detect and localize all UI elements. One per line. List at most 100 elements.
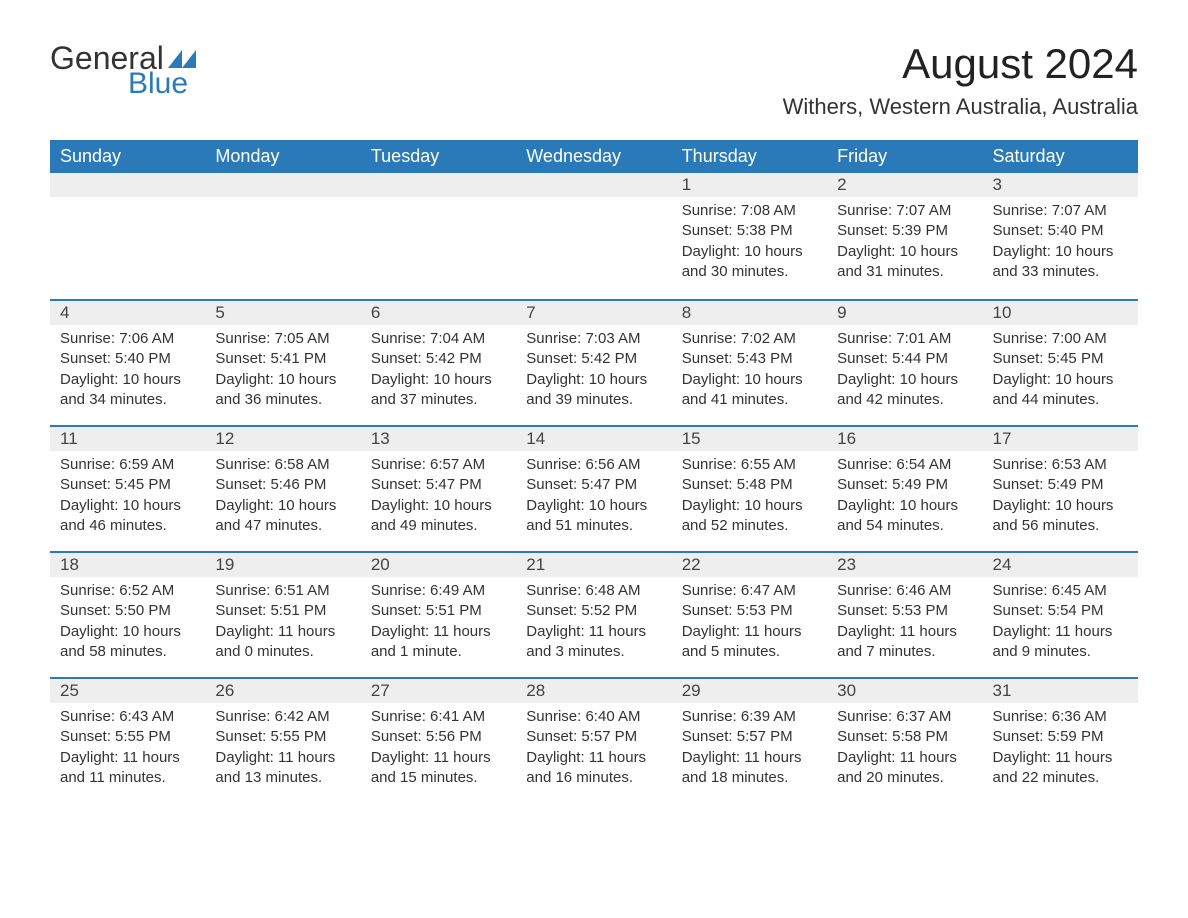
day-number: 18 (50, 551, 205, 577)
sunrise-line: Sunrise: 6:54 AM (837, 455, 972, 475)
day-cell: 8Sunrise: 7:02 AMSunset: 5:43 PMDaylight… (672, 299, 827, 425)
daylight-line: Daylight: 10 hours and 47 minutes. (215, 496, 350, 537)
day-cell: 28Sunrise: 6:40 AMSunset: 5:57 PMDayligh… (516, 677, 671, 803)
daylight-line: Daylight: 10 hours and 33 minutes. (993, 242, 1128, 283)
day-number: 17 (983, 425, 1138, 451)
sunset-line: Sunset: 5:40 PM (60, 349, 195, 369)
sunrise-line: Sunrise: 6:42 AM (215, 707, 350, 727)
sunrise-value: 7:04 AM (430, 330, 485, 347)
sunset-value: 5:51 PM (426, 602, 482, 619)
daylight-label: Daylight: (526, 497, 589, 514)
day-content: Sunrise: 6:39 AMSunset: 5:57 PMDaylight:… (672, 703, 827, 798)
day-cell: 26Sunrise: 6:42 AMSunset: 5:55 PMDayligh… (205, 677, 360, 803)
day-content: Sunrise: 6:47 AMSunset: 5:53 PMDaylight:… (672, 577, 827, 672)
daylight-line: Daylight: 11 hours and 3 minutes. (526, 622, 661, 663)
daylight-label: Daylight: (993, 371, 1056, 388)
daylight-label: Daylight: (837, 243, 900, 260)
sunset-line: Sunset: 5:55 PM (215, 727, 350, 747)
sunset-line: Sunset: 5:46 PM (215, 475, 350, 495)
week-row: 11Sunrise: 6:59 AMSunset: 5:45 PMDayligh… (50, 425, 1138, 551)
daylight-line: Daylight: 10 hours and 39 minutes. (526, 370, 661, 411)
sunset-label: Sunset: (371, 476, 426, 493)
sunrise-label: Sunrise: (837, 456, 896, 473)
sunset-line: Sunset: 5:47 PM (526, 475, 661, 495)
daylight-line: Daylight: 11 hours and 9 minutes. (993, 622, 1128, 663)
sunrise-line: Sunrise: 6:59 AM (60, 455, 195, 475)
sunset-line: Sunset: 5:53 PM (682, 601, 817, 621)
sunrise-line: Sunrise: 6:45 AM (993, 581, 1128, 601)
sunrise-line: Sunrise: 6:41 AM (371, 707, 506, 727)
daylight-line: Daylight: 10 hours and 54 minutes. (837, 496, 972, 537)
sunset-value: 5:55 PM (270, 728, 326, 745)
day-number: 15 (672, 425, 827, 451)
day-cell: 14Sunrise: 6:56 AMSunset: 5:47 PMDayligh… (516, 425, 671, 551)
day-number: 25 (50, 677, 205, 703)
sunset-value: 5:40 PM (1048, 222, 1104, 239)
sunrise-value: 6:36 AM (1052, 708, 1107, 725)
sunset-value: 5:47 PM (426, 476, 482, 493)
day-content: Sunrise: 6:58 AMSunset: 5:46 PMDaylight:… (205, 451, 360, 546)
sunset-line: Sunset: 5:38 PM (682, 221, 817, 241)
sunset-line: Sunset: 5:53 PM (837, 601, 972, 621)
sunrise-line: Sunrise: 6:46 AM (837, 581, 972, 601)
sunrise-value: 6:43 AM (119, 708, 174, 725)
day-content: Sunrise: 6:48 AMSunset: 5:52 PMDaylight:… (516, 577, 671, 672)
daylight-label: Daylight: (371, 623, 434, 640)
day-number: 21 (516, 551, 671, 577)
sunrise-value: 6:52 AM (119, 582, 174, 599)
sunrise-label: Sunrise: (993, 582, 1052, 599)
sunrise-line: Sunrise: 6:55 AM (682, 455, 817, 475)
day-number: 7 (516, 299, 671, 325)
sunset-line: Sunset: 5:55 PM (60, 727, 195, 747)
sunset-label: Sunset: (215, 728, 270, 745)
sunset-label: Sunset: (837, 476, 892, 493)
sunrise-line: Sunrise: 6:52 AM (60, 581, 195, 601)
sunset-value: 5:38 PM (737, 222, 793, 239)
sunset-label: Sunset: (526, 476, 581, 493)
day-cell: 30Sunrise: 6:37 AMSunset: 5:58 PMDayligh… (827, 677, 982, 803)
sunset-line: Sunset: 5:45 PM (993, 349, 1128, 369)
sunset-label: Sunset: (682, 728, 737, 745)
sunset-line: Sunset: 5:52 PM (526, 601, 661, 621)
day-content: Sunrise: 6:55 AMSunset: 5:48 PMDaylight:… (672, 451, 827, 546)
week-row: 25 Sunrise: 6:43 AM Sunset: 5:55 PM Dayligh… (50, 677, 1138, 803)
sunset-value: 5:42 PM (426, 350, 482, 367)
sunrise-value: 6:59 AM (119, 456, 174, 473)
sunset-value: 5:55 PM (115, 728, 171, 745)
sunset-line: Sunset: 5:48 PM (682, 475, 817, 495)
daylight-label: Daylight: (682, 371, 745, 388)
calendar-table: SundayMondayTuesdayWednesdayThursdayFrid… (50, 140, 1138, 803)
sunset-value: 5:46 PM (270, 476, 326, 493)
day-number-bar (516, 173, 671, 197)
sunrise-label: Sunrise: (993, 330, 1052, 347)
sunrise-line: Sunrise: 7:05 AM (215, 329, 350, 349)
sunrise-value: 6:49 AM (430, 582, 485, 599)
daylight-line: Daylight: 11 hours and 20 minutes. (837, 748, 972, 789)
day-content: Sunrise: 6:46 AMSunset: 5:53 PMDaylight:… (827, 577, 982, 672)
sunset-line: Sunset: 5:54 PM (993, 601, 1128, 621)
day-cell: 13Sunrise: 6:57 AMSunset: 5:47 PMDayligh… (361, 425, 516, 551)
day-content: Sunrise: 7:05 AMSunset: 5:41 PMDaylight:… (205, 325, 360, 420)
sunrise-label: Sunrise: (526, 456, 585, 473)
daylight-label: Daylight: (60, 623, 123, 640)
sunset-line: Sunset: 5:43 PM (682, 349, 817, 369)
daylight-line: Daylight: 11 hours and 0 minutes. (215, 622, 350, 663)
day-cell: 20Sunrise: 6:49 AMSunset: 5:51 PMDayligh… (361, 551, 516, 677)
day-content: Sunrise: 6:36 AMSunset: 5:59 PMDaylight:… (983, 703, 1138, 798)
day-number: 24 (983, 551, 1138, 577)
day-cell: 9Sunrise: 7:01 AMSunset: 5:44 PMDaylight… (827, 299, 982, 425)
daylight-line: Daylight: 10 hours and 34 minutes. (60, 370, 195, 411)
sunset-label: Sunset: (993, 602, 1048, 619)
sunrise-label: Sunrise: (215, 708, 274, 725)
sunrise-line: Sunrise: 6:40 AM (526, 707, 661, 727)
day-number: 27 (361, 677, 516, 703)
sunset-label: Sunset: (526, 350, 581, 367)
sunrise-label: Sunrise: (215, 456, 274, 473)
sunset-line: Sunset: 5:45 PM (60, 475, 195, 495)
sunrise-label: Sunrise: (215, 330, 274, 347)
sunset-line: Sunset: 5:49 PM (993, 475, 1128, 495)
sunset-line: Sunset: 5:40 PM (993, 221, 1128, 241)
day-number: 2 (827, 173, 982, 197)
day-cell: 27Sunrise: 6:41 AMSunset: 5:56 PMDayligh… (361, 677, 516, 803)
sunset-line: Sunset: 5:49 PM (837, 475, 972, 495)
